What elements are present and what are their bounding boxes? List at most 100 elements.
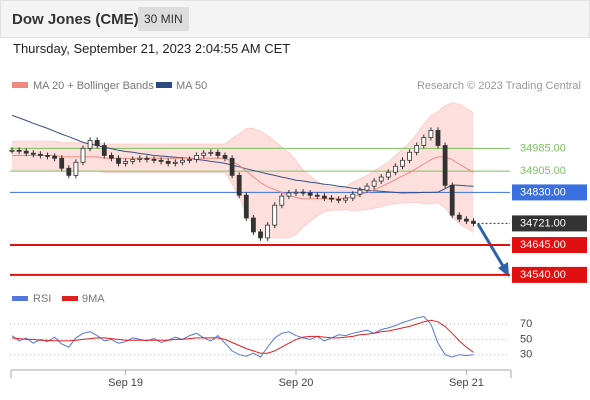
timestamp: Thursday, September 21, 2023 2:04:55 AM … (13, 41, 291, 56)
candle (130, 159, 136, 162)
candle (250, 217, 256, 233)
candle (94, 139, 100, 146)
legend-label: MA 50 (176, 80, 207, 92)
y-tick-label: 70 (520, 318, 532, 330)
candle (385, 171, 391, 178)
candle (371, 180, 377, 187)
ma-line (12, 155, 474, 200)
candle (229, 157, 235, 176)
candle (45, 155, 50, 157)
candle (414, 145, 420, 153)
candle (222, 155, 228, 159)
candle (109, 155, 114, 159)
candle (73, 161, 79, 176)
candle (378, 176, 384, 182)
legend-swatch (12, 296, 28, 301)
price-level-label: 34985.00 (520, 142, 566, 154)
candle (336, 198, 342, 201)
candle (38, 153, 43, 156)
candle (272, 204, 278, 226)
candle (449, 184, 455, 216)
candle (30, 152, 36, 155)
legend-swatch (12, 82, 28, 88)
price-level-label: 34830.00 (520, 186, 566, 198)
instrument-title: Dow Jones (CME) (12, 11, 139, 28)
candle (293, 191, 299, 194)
candle (463, 218, 469, 222)
candle (307, 192, 313, 196)
candle (144, 157, 150, 160)
candle (421, 137, 427, 146)
forecast-arrowhead (498, 262, 509, 277)
candle (442, 145, 448, 186)
candle (428, 130, 434, 138)
x-tick-label: Sep 20 (279, 377, 314, 389)
price-level-label: 34645.00 (520, 239, 566, 251)
x-tick-label: Sep 21 (449, 377, 484, 389)
candle (343, 197, 349, 201)
candle (456, 214, 462, 220)
candle (392, 165, 398, 173)
candle (23, 150, 29, 154)
bollinger-band (12, 102, 474, 238)
candle (329, 197, 334, 200)
candle (52, 155, 57, 159)
candle (158, 159, 164, 162)
candle (101, 145, 107, 156)
legend-label: RSI (33, 293, 51, 305)
candle (435, 130, 441, 146)
candle (151, 159, 157, 161)
price-level-label: 34540.00 (520, 269, 566, 281)
candle (314, 194, 320, 197)
candle (321, 195, 327, 199)
rsi-line (11, 315, 474, 358)
candle (16, 149, 22, 152)
y-tick-label: 50 (520, 333, 532, 345)
candle (87, 139, 93, 149)
rsi-line (11, 319, 474, 354)
candle (123, 161, 128, 164)
candle (215, 151, 221, 156)
candle (279, 195, 285, 206)
price-level-box (512, 184, 587, 201)
candle (9, 149, 15, 152)
candle (286, 192, 292, 197)
candle (201, 152, 207, 156)
candle (172, 161, 178, 164)
price-level-box (512, 215, 587, 232)
price-level-label: 34905.00 (520, 165, 566, 177)
candle (236, 174, 242, 196)
legend-swatch (156, 82, 172, 88)
copyright: Research © 2023 Trading Central (417, 80, 581, 92)
legend-label: MA 20 + Bollinger Bands (33, 80, 154, 92)
candle (80, 147, 86, 163)
candle (137, 157, 143, 160)
candle (265, 224, 271, 239)
candle (350, 193, 356, 199)
price-level-box (512, 237, 587, 254)
candle (258, 231, 263, 239)
candle (116, 157, 121, 164)
timeframe-button[interactable]: 30 MIN (138, 7, 189, 31)
legend-swatch (62, 296, 78, 301)
candle (208, 151, 214, 154)
candle (300, 191, 306, 194)
candle (471, 220, 476, 224)
candle (364, 185, 370, 191)
candle (66, 167, 72, 176)
header-bar: Dow Jones (CME) 30 MIN (0, 0, 590, 38)
legend-label: 9MA (82, 293, 105, 305)
price-level-box (512, 266, 587, 283)
candle (179, 159, 185, 163)
candle (194, 155, 200, 160)
x-tick-label: Sep 19 (108, 377, 143, 389)
candle (407, 151, 413, 161)
candle (59, 157, 65, 169)
candle (357, 189, 363, 195)
price-level-label: 34721.00 (520, 217, 566, 229)
y-tick-label: 30 (520, 349, 532, 361)
candle (187, 159, 192, 161)
candle (165, 161, 171, 164)
